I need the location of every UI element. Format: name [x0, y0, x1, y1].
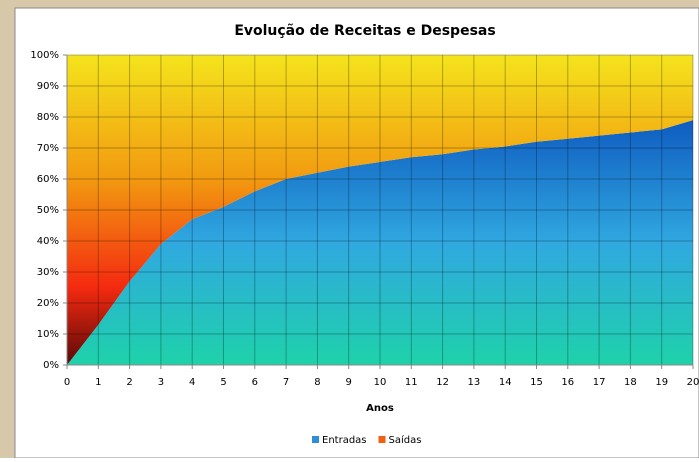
x-tick-label: 10: [374, 377, 387, 388]
legend-swatch: [378, 436, 386, 443]
legend-swatch: [312, 436, 319, 443]
area-saidas: [67, 55, 693, 365]
x-tick-label: 6: [252, 377, 258, 388]
legend-label: Entradas: [322, 435, 367, 446]
y-tick-label: 80%: [37, 112, 59, 123]
x-tick-label: 8: [314, 377, 320, 388]
y-tick-label: 0%: [43, 360, 59, 371]
y-tick-label: 40%: [37, 236, 59, 247]
y-tick-label: 10%: [37, 329, 59, 340]
y-tick-label: 100%: [30, 50, 59, 61]
x-tick-label: 2: [126, 377, 132, 388]
legend-label: Saídas: [389, 434, 422, 446]
x-tick-label: 14: [499, 377, 512, 388]
x-tick-label: 20: [687, 377, 699, 388]
x-tick-label: 7: [283, 377, 289, 388]
area-entradas: [67, 120, 693, 365]
x-tick-label: 13: [468, 377, 481, 388]
x-tick-label: 5: [220, 377, 226, 388]
x-tick-label: 12: [436, 377, 449, 388]
x-tick-label: 16: [561, 377, 574, 388]
y-tick-label: 20%: [37, 298, 59, 309]
y-tick-label: 90%: [37, 81, 59, 92]
x-axis-title: Anos: [366, 403, 394, 414]
y-tick-label: 50%: [37, 205, 59, 216]
chart-title: Evolução de Receitas e Despesas: [234, 23, 495, 39]
x-tick-label: 17: [593, 377, 606, 388]
x-tick-label: 18: [624, 377, 637, 388]
y-tick-label: 70%: [37, 143, 59, 154]
x-tick-label: 19: [655, 377, 668, 388]
x-tick-label: 11: [405, 377, 418, 388]
x-tick-label: 15: [530, 377, 543, 388]
x-tick-label: 0: [64, 377, 70, 388]
y-tick-label: 30%: [37, 267, 59, 278]
x-tick-label: 3: [158, 377, 164, 388]
y-tick-label: 60%: [37, 174, 59, 185]
x-tick-label: 1: [95, 377, 101, 388]
x-tick-label: 9: [346, 377, 352, 388]
x-tick-label: 4: [189, 377, 195, 388]
